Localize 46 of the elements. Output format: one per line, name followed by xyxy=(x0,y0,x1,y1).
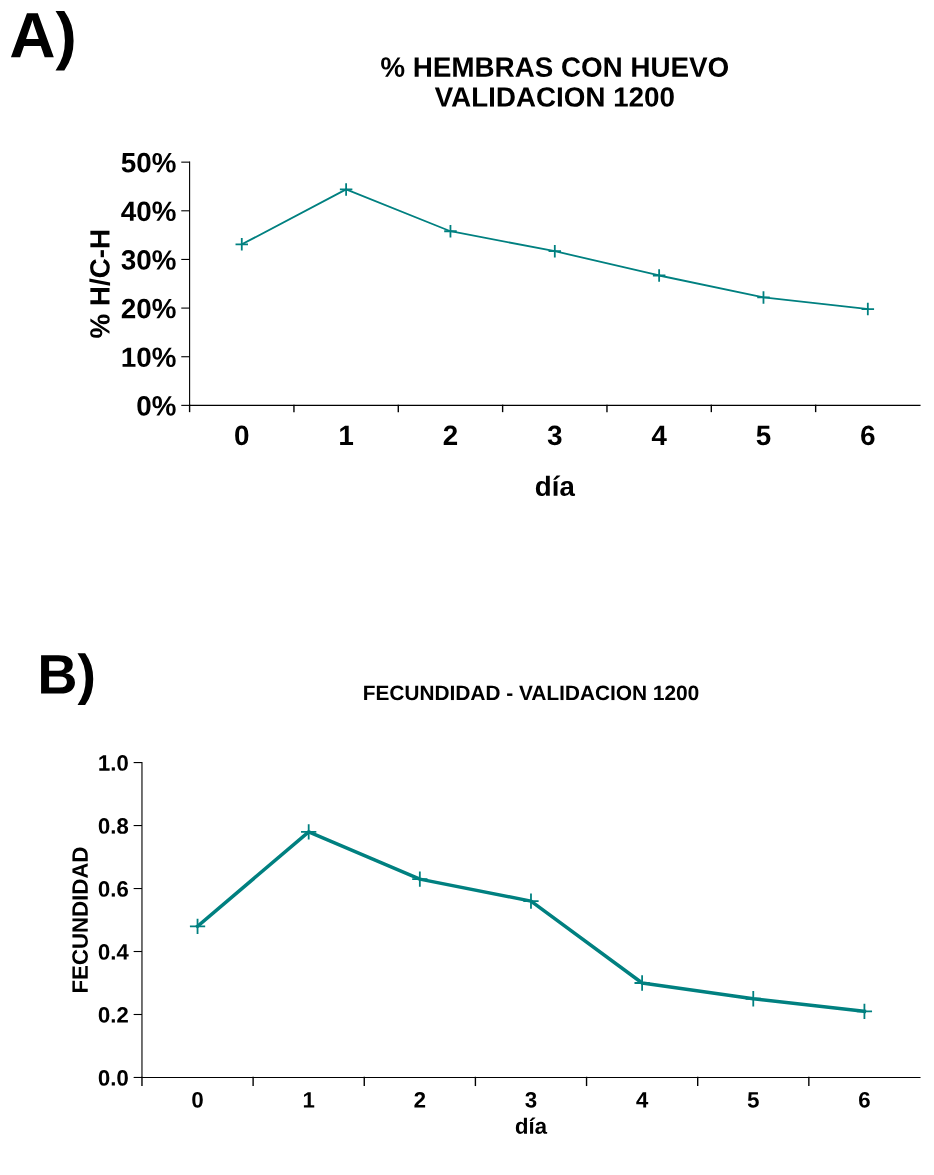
x-axis-title: día xyxy=(535,475,576,497)
y-tick-label: 0.2 xyxy=(98,1007,128,1023)
x-tick-label: 4 xyxy=(636,1092,649,1108)
point xyxy=(651,268,667,283)
x-axis-title: día xyxy=(515,1117,548,1134)
y-tick-label: 0.0 xyxy=(98,1070,128,1086)
point xyxy=(188,917,207,935)
x-tick-label: 3 xyxy=(525,1091,537,1108)
y-tick-label: 30% xyxy=(121,250,176,270)
y-axis-title: FECUNDIDAD xyxy=(72,847,88,992)
x-tick-label: 2 xyxy=(414,1091,426,1108)
y-tick-label: 50% xyxy=(121,152,176,173)
point xyxy=(855,1002,873,1020)
text: B) xyxy=(41,653,94,705)
y-tick-label: 0.8 xyxy=(98,818,129,834)
y-tick-label: 0.6 xyxy=(98,881,128,897)
point xyxy=(443,224,458,239)
point xyxy=(860,301,875,317)
y-tick-label: 0% xyxy=(137,396,176,416)
text: A) xyxy=(10,10,74,71)
point xyxy=(547,244,562,259)
y-tick-label: 20% xyxy=(121,298,176,319)
point xyxy=(756,290,771,305)
x-tick-label: 4 xyxy=(651,425,667,445)
y-tick-label: 10% xyxy=(122,347,176,368)
point xyxy=(234,237,249,252)
chart-title: FECUNDIDAD - VALIDACION 1200 xyxy=(364,685,699,701)
y-tick-label: 1.0 xyxy=(99,755,128,771)
x-tick-label: 5 xyxy=(756,425,771,446)
point xyxy=(411,870,429,888)
x-tick-label: 6 xyxy=(859,1091,870,1108)
x-tick-label: 5 xyxy=(747,1092,759,1108)
y-tick-label: 40% xyxy=(121,201,176,222)
point xyxy=(300,823,318,841)
point xyxy=(744,990,762,1008)
point xyxy=(338,182,354,197)
x-tick-label: 2 xyxy=(443,425,458,445)
x-tick-label: 6 xyxy=(861,425,875,446)
x-tick-label: 1 xyxy=(303,1092,315,1108)
x-tick-label: 1 xyxy=(340,425,354,445)
y-axis-title: % H/C-H xyxy=(89,230,111,338)
x-tick-label: 3 xyxy=(547,425,562,446)
chart-title: % HEMBRAS CON HUEVO VALIDACION 1200 xyxy=(381,57,729,107)
x-tick-label: 0 xyxy=(192,1091,203,1108)
y-tick-label: 0.4 xyxy=(98,944,129,960)
x-tick-label: 0 xyxy=(235,425,249,446)
